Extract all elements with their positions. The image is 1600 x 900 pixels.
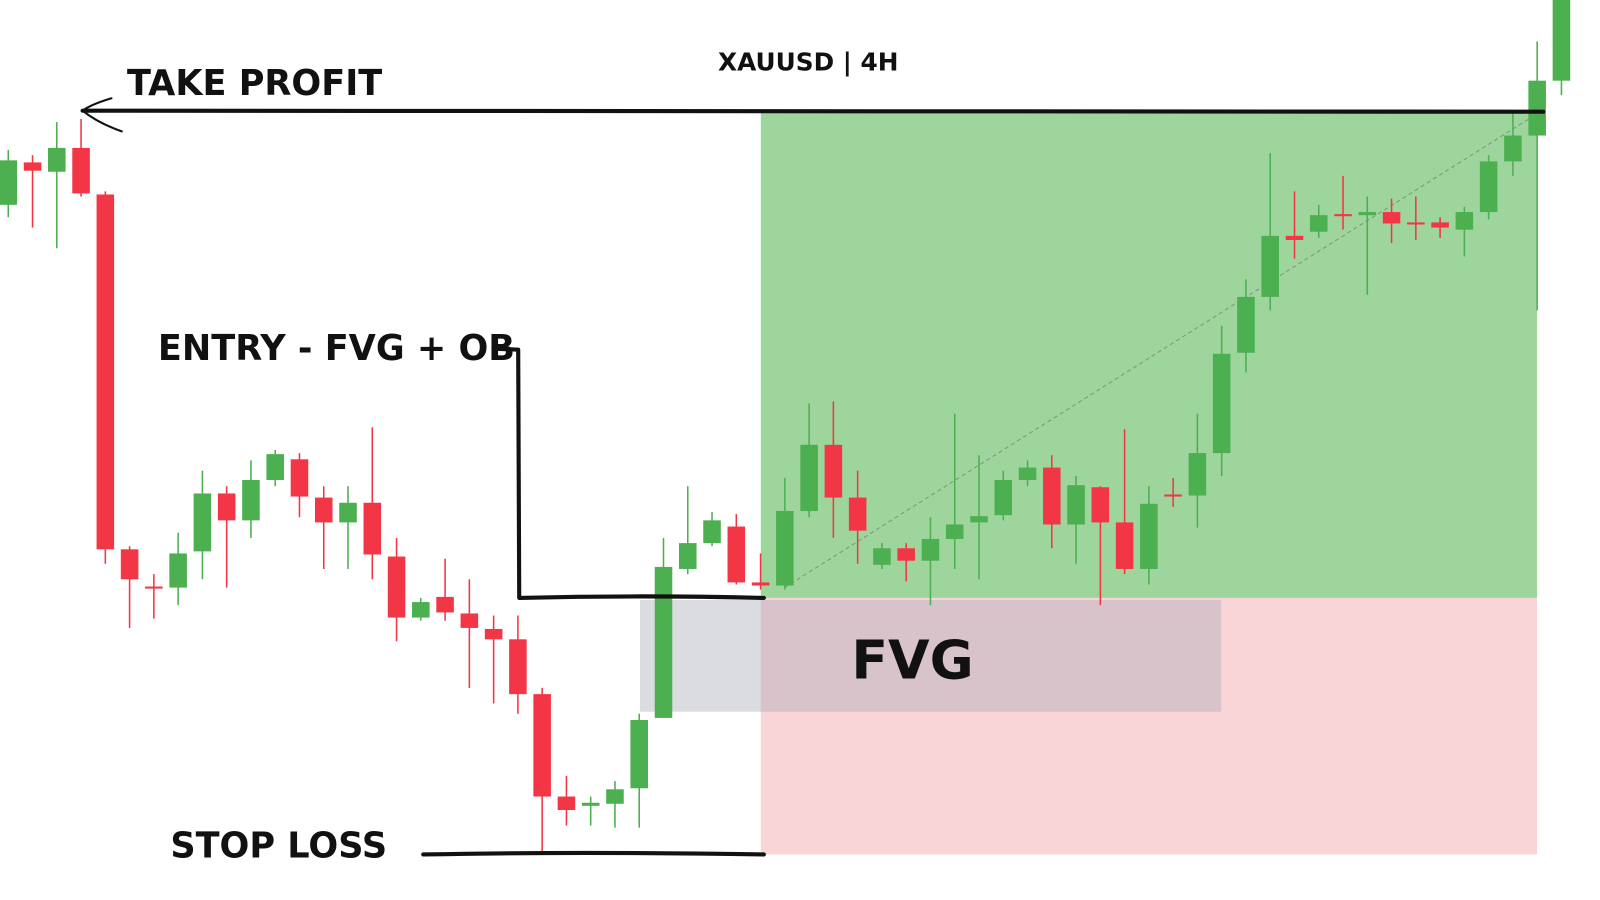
fvg-zone <box>640 600 1222 712</box>
candle-body <box>1431 222 1449 228</box>
take-profit-label: TAKE PROFIT <box>127 63 382 104</box>
candle-body <box>169 553 187 588</box>
candle-body <box>1382 212 1401 224</box>
candle-body <box>703 520 721 544</box>
candle-body <box>921 538 940 561</box>
candle-body <box>363 502 382 555</box>
candle-body <box>460 613 479 628</box>
candle-body <box>48 147 66 172</box>
candle-body <box>1140 503 1158 569</box>
candle-body <box>1552 0 1571 81</box>
candle-body <box>1237 296 1255 353</box>
candle-body <box>145 586 163 589</box>
candle-body <box>1528 80 1546 136</box>
candle-body <box>1334 214 1352 217</box>
candle-body <box>800 444 818 512</box>
candle-body <box>1164 494 1182 497</box>
candle-body <box>1407 222 1425 225</box>
candle-body <box>1188 453 1207 496</box>
candle-body <box>1091 487 1110 523</box>
candle-body <box>412 602 430 618</box>
candle-body <box>72 147 90 194</box>
candle-body <box>436 596 454 613</box>
candle-body <box>484 628 503 640</box>
candle-body <box>727 526 746 583</box>
take-profit-line <box>80 108 1546 115</box>
chart-title: XAUUSD | 4H <box>718 47 898 76</box>
candle-body <box>873 548 891 565</box>
candle-body <box>557 796 576 810</box>
candle-body <box>824 444 843 498</box>
candle-body <box>630 720 649 789</box>
take-profit-hook <box>80 97 123 133</box>
candle-body <box>945 524 964 539</box>
candle-body <box>1212 353 1231 454</box>
candle-body <box>1261 235 1279 297</box>
zones <box>640 110 1538 855</box>
loss-zone <box>760 597 1538 855</box>
candle-body <box>606 789 624 804</box>
candle-body <box>897 548 915 561</box>
candle-body <box>1358 212 1377 216</box>
candle-body <box>1309 215 1328 232</box>
candle-body <box>1285 235 1304 240</box>
candle-body <box>339 502 357 523</box>
candle-body <box>654 566 673 718</box>
annotations: TAKE PROFIT ENTRY - FVG + OB STOP LOSS FVG <box>80 63 1546 867</box>
candle-body <box>266 454 284 480</box>
candle-body <box>509 639 527 695</box>
stop-loss-label: STOP LOSS <box>170 826 387 867</box>
candle-body <box>120 549 139 580</box>
candles <box>0 0 1571 854</box>
candle-body <box>848 497 867 531</box>
fvg-label: FVG <box>851 629 973 692</box>
candle-body <box>314 497 333 523</box>
candle-body <box>1504 135 1522 162</box>
candle-body <box>387 556 406 618</box>
candle-body <box>23 162 42 171</box>
candle-body <box>533 694 551 797</box>
candle-body <box>1067 485 1085 525</box>
candle-body <box>217 493 236 521</box>
candle-body <box>678 543 697 569</box>
candle-body <box>751 582 770 586</box>
candle-body <box>242 480 260 521</box>
candle-body <box>1115 522 1134 569</box>
candle-body <box>1043 467 1061 525</box>
candle-body <box>1455 212 1474 230</box>
candle-body <box>290 459 309 497</box>
entry-label: ENTRY - FVG + OB <box>158 328 515 369</box>
candle-body <box>994 480 1013 516</box>
entry-bracket <box>491 346 766 600</box>
trend-line <box>784 113 1538 589</box>
candle-body <box>581 802 600 806</box>
candle-body <box>96 194 115 550</box>
candle-body <box>1018 467 1037 480</box>
candle-body <box>193 493 212 552</box>
candle-body <box>1479 161 1498 213</box>
candle-body <box>970 516 988 523</box>
stop-loss-line <box>421 850 766 857</box>
candle-body <box>0 160 18 205</box>
candle-body <box>776 511 794 586</box>
